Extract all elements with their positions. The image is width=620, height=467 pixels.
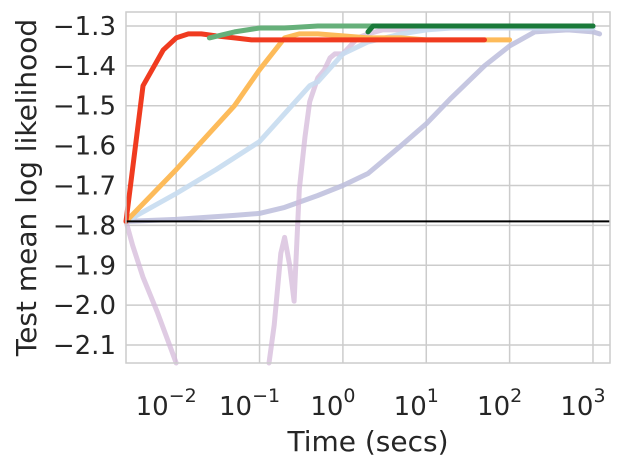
series-line-2 [123,218,179,366]
y-tick-label: −1.5 [53,92,116,122]
series-layer [123,23,603,366]
x-tick-label: 102 [477,385,522,422]
y-tick-label: −1.3 [53,12,116,42]
y-tick-label: −1.7 [53,172,116,202]
x-tick-label: 103 [560,385,605,422]
x-tick-labels: 10−2 10−1 100 101 102 103 [136,385,606,422]
x-tick-label: 101 [394,385,439,422]
y-tick-label: −1.9 [53,251,116,281]
y-tick-label: −1.8 [53,211,116,241]
plot-area [126,12,610,363]
y-tick-label: −1.6 [53,132,116,162]
x-tick-label: 10−1 [219,385,280,422]
series-line-6 [123,31,487,224]
series-line-1 [123,27,603,224]
x-tick-label: 100 [310,385,355,422]
plot-frame [125,11,611,364]
grid [126,12,610,363]
x-axis-label: Time (secs) [286,425,448,458]
y-tick-label: −2.0 [53,291,116,321]
y-tick-labels: −1.3 −1.4 −1.5 −1.6 −1.7 −1.8 −1.9 −2.0 −2.1 [53,12,116,361]
x-tick-label: 10−2 [136,385,197,422]
series-line-8 [365,23,596,35]
y-tick-label: −1.4 [53,52,116,82]
y-axis-label: Test mean log likelihood [10,19,43,357]
y-tick-label: −2.1 [53,331,116,361]
